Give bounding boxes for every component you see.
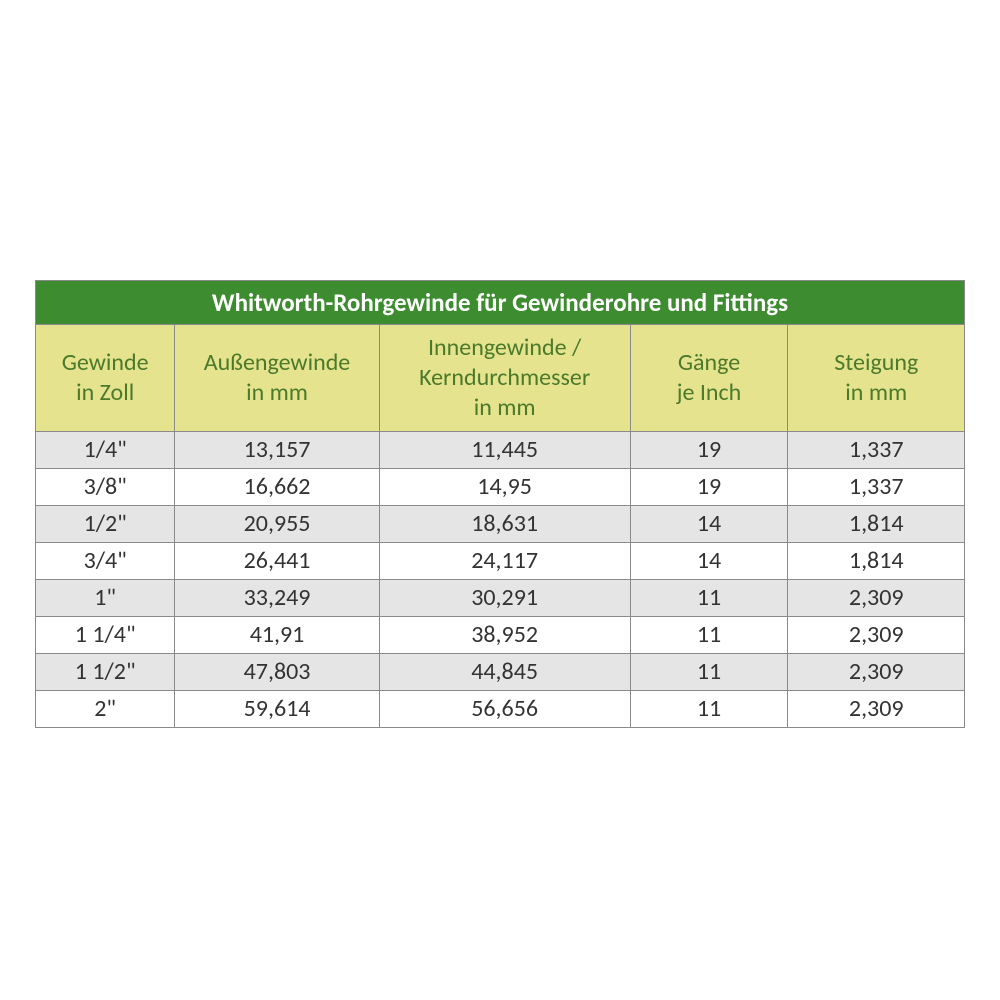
table-title: Whitworth-Rohrgewinde für Gewinderohre u…	[36, 281, 965, 325]
cell: 26,441	[175, 543, 379, 580]
cell: 19	[630, 469, 788, 506]
cell: 1,337	[788, 469, 965, 506]
cell: 47,803	[175, 654, 379, 691]
table-row: 1"33,24930,291112,309	[36, 580, 965, 617]
cell: 24,117	[379, 543, 630, 580]
title-row: Whitworth-Rohrgewinde für Gewinderohre u…	[36, 281, 965, 325]
cell: 56,656	[379, 691, 630, 728]
table-row: 3/8"16,66214,95191,337	[36, 469, 965, 506]
col-header-1: Außengewinde in mm	[175, 325, 379, 432]
cell: 3/8"	[36, 469, 175, 506]
cell: 30,291	[379, 580, 630, 617]
cell: 2,309	[788, 691, 965, 728]
cell: 2"	[36, 691, 175, 728]
table-row: 3/4"26,44124,117141,814	[36, 543, 965, 580]
cell: 1,814	[788, 543, 965, 580]
cell: 11	[630, 691, 788, 728]
cell: 1,337	[788, 432, 965, 469]
cell: 19	[630, 432, 788, 469]
cell: 18,631	[379, 506, 630, 543]
cell: 1 1/2"	[36, 654, 175, 691]
cell: 14,95	[379, 469, 630, 506]
cell: 11	[630, 617, 788, 654]
table-row: 1 1/2"47,80344,845112,309	[36, 654, 965, 691]
table-row: 2"59,61456,656112,309	[36, 691, 965, 728]
table-body: 1/4"13,15711,445191,337 3/8"16,66214,951…	[36, 432, 965, 728]
header-row: Gewinde in Zoll Außengewinde in mm Innen…	[36, 325, 965, 432]
cell: 1,814	[788, 506, 965, 543]
cell: 59,614	[175, 691, 379, 728]
col-header-4: Steigung in mm	[788, 325, 965, 432]
col-header-3: Gänge je Inch	[630, 325, 788, 432]
cell: 11	[630, 654, 788, 691]
table-row: 1 1/4"41,9138,952112,309	[36, 617, 965, 654]
table-container: Whitworth-Rohrgewinde für Gewinderohre u…	[35, 280, 965, 728]
cell: 14	[630, 543, 788, 580]
cell: 44,845	[379, 654, 630, 691]
cell: 1/4"	[36, 432, 175, 469]
cell: 11	[630, 580, 788, 617]
cell: 1 1/4"	[36, 617, 175, 654]
cell: 16,662	[175, 469, 379, 506]
cell: 1"	[36, 580, 175, 617]
cell: 20,955	[175, 506, 379, 543]
cell: 14	[630, 506, 788, 543]
cell: 2,309	[788, 580, 965, 617]
cell: 38,952	[379, 617, 630, 654]
cell: 2,309	[788, 617, 965, 654]
cell: 2,309	[788, 654, 965, 691]
cell: 3/4"	[36, 543, 175, 580]
cell: 11,445	[379, 432, 630, 469]
cell: 13,157	[175, 432, 379, 469]
cell: 1/2"	[36, 506, 175, 543]
col-header-2: Innengewinde / Kerndurchmesser in mm	[379, 325, 630, 432]
whitworth-table: Whitworth-Rohrgewinde für Gewinderohre u…	[35, 280, 965, 728]
table-row: 1/4"13,15711,445191,337	[36, 432, 965, 469]
table-row: 1/2"20,95518,631141,814	[36, 506, 965, 543]
cell: 41,91	[175, 617, 379, 654]
col-header-0: Gewinde in Zoll	[36, 325, 175, 432]
cell: 33,249	[175, 580, 379, 617]
